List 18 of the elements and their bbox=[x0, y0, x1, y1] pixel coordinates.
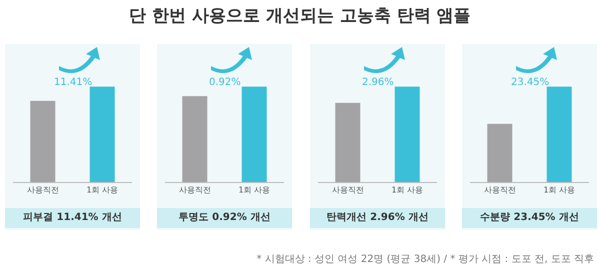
annotation: 0.92% bbox=[209, 77, 241, 88]
text: 단 한번 사용으로 개선되는 고농축 탄력 앰플 bbox=[128, 5, 472, 27]
x-tick-label: 1회 사용 bbox=[86, 186, 118, 195]
x-tick-label: 사용직전 bbox=[484, 186, 516, 195]
annotation: 2.96% bbox=[362, 77, 394, 88]
annotation: 23.45% bbox=[511, 77, 550, 88]
x-tick-label: 1회 사용 bbox=[238, 186, 270, 195]
text: 피부결 11.41% 개선 bbox=[5, 208, 140, 228]
text: 탄력개선 2.96% 개선 bbox=[310, 208, 445, 228]
text: 투명도 0.92% 개선 bbox=[157, 208, 292, 228]
annotation: 11.41% bbox=[54, 77, 92, 88]
text: 수분량 23.45% 개선 bbox=[462, 208, 597, 228]
x-tick-label: 사용직전 bbox=[26, 186, 59, 195]
x-tick-label: 사용직전 bbox=[178, 186, 211, 195]
x-tick-label: 1회 사용 bbox=[391, 186, 424, 195]
x-tick-label: 1회 사용 bbox=[543, 186, 576, 195]
text: * 시험대상 : 성인 여성 22명 (평균 38세) / * 평가 시점 : 도포 전, 도포 직후 bbox=[256, 253, 594, 266]
x-tick-label: 사용직전 bbox=[332, 186, 364, 195]
